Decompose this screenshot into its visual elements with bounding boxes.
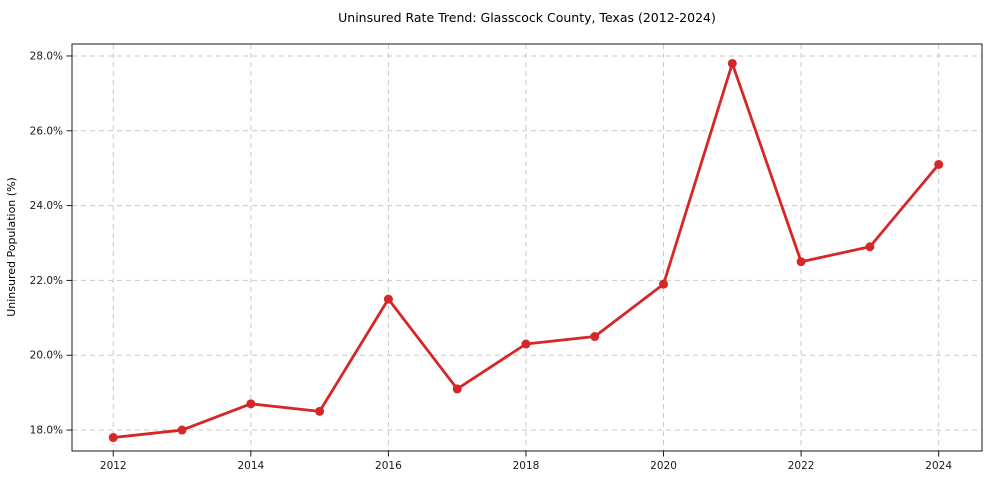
data-point xyxy=(108,433,118,443)
data-point xyxy=(590,332,600,342)
data-point xyxy=(177,425,187,435)
plot-frame xyxy=(71,43,983,452)
y-axis-label: Uninsured Population (%) xyxy=(5,177,18,317)
y-tick-label: 22.0% xyxy=(30,275,63,287)
y-tick-label: 26.0% xyxy=(30,125,63,137)
x-tick-label: 2020 xyxy=(650,460,677,472)
x-tick-label: 2022 xyxy=(788,460,815,472)
axis-ticks xyxy=(66,55,940,457)
data-point xyxy=(659,279,669,289)
data-point xyxy=(727,58,737,68)
y-tick-label: 18.0% xyxy=(30,425,63,437)
data-point xyxy=(521,339,531,349)
data-point xyxy=(934,159,944,169)
y-tick-label: 28.0% xyxy=(30,50,63,62)
grid-lines xyxy=(72,44,982,451)
x-tick-label: 2014 xyxy=(237,460,264,472)
data-point xyxy=(246,399,256,409)
data-series xyxy=(108,58,944,443)
x-tick-label: 2012 xyxy=(100,460,127,472)
data-point xyxy=(383,294,393,304)
x-tick-label: 2024 xyxy=(925,460,952,472)
chart-title: Uninsured Rate Trend: Glasscock County, … xyxy=(338,10,716,25)
x-tick-label: 2016 xyxy=(375,460,402,472)
x-tick-label: 2018 xyxy=(513,460,540,472)
y-tick-label: 20.0% xyxy=(30,350,63,362)
data-point xyxy=(315,406,325,416)
data-point xyxy=(452,384,462,394)
axis-tick-labels: 2012 2014 2016 2018 2020 2022 2024 18.0% 20.0% 22… xyxy=(30,50,953,472)
data-point xyxy=(865,242,875,252)
data-point xyxy=(796,257,806,267)
y-tick-label: 24.0% xyxy=(30,200,63,212)
